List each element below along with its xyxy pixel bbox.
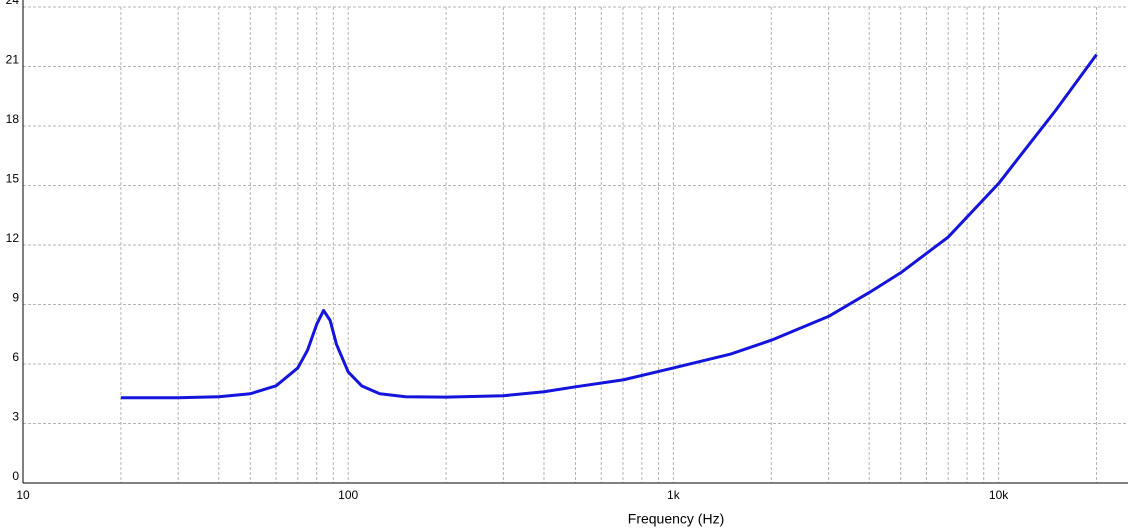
y-tick-label: 9 <box>12 291 19 305</box>
y-tick-label: 3 <box>12 410 19 424</box>
x-tick-label: 10k <box>989 488 1009 502</box>
y-tick-label: 12 <box>6 231 20 245</box>
x-tick-label: 1k <box>667 488 681 502</box>
y-tick-label: 21 <box>6 53 20 67</box>
line-series <box>120 53 1098 400</box>
y-tick-label: 18 <box>6 112 20 126</box>
x-tick-label: 10 <box>16 488 30 502</box>
y-tick-label: 6 <box>12 350 19 364</box>
y-tick-label: 24 <box>6 0 20 7</box>
y-tick-label: 15 <box>6 172 20 186</box>
x-axis-label: Frequency (Hz) <box>628 511 724 527</box>
y-tick-label: 0 <box>12 469 19 483</box>
x-tick-label: 100 <box>338 488 358 502</box>
